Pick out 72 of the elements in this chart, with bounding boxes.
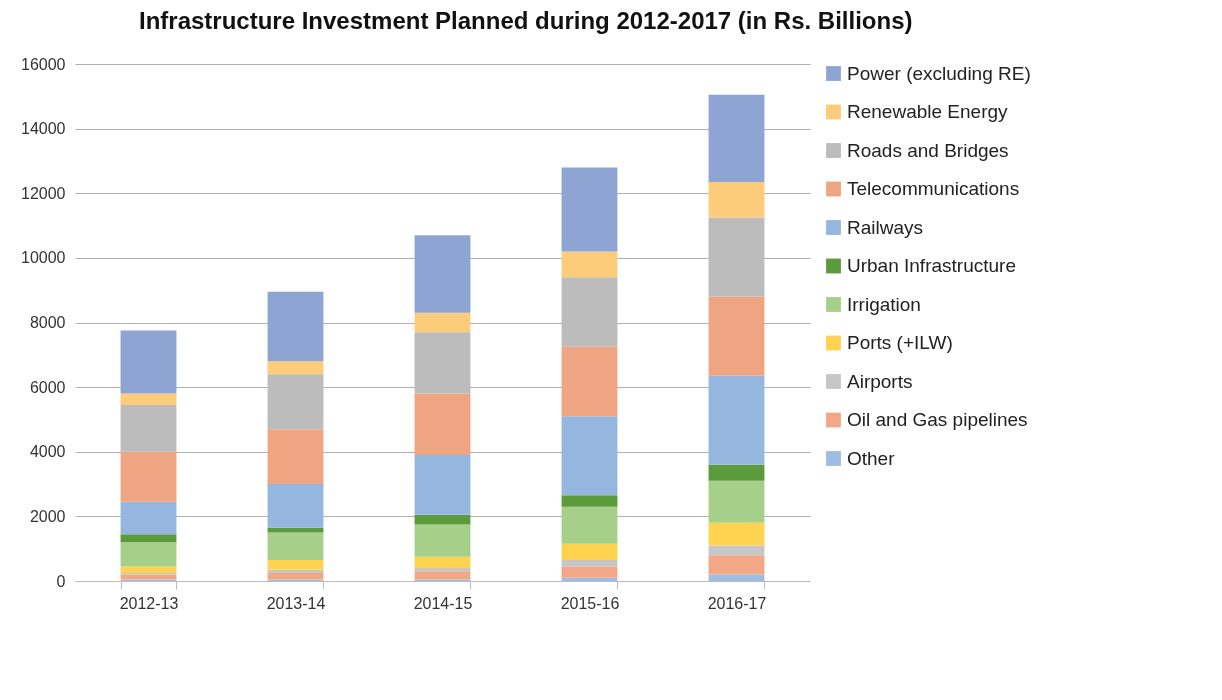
y-tick-label: 12000 <box>21 184 66 202</box>
bar <box>708 574 765 581</box>
y-tick-label: 2000 <box>29 507 66 525</box>
legend-label: Power (excluding RE) <box>847 62 1031 84</box>
bar <box>120 393 177 405</box>
y-tick-label: 10000 <box>21 249 66 267</box>
bar <box>561 577 618 581</box>
legend-label: Other <box>847 447 896 469</box>
bar <box>561 566 618 578</box>
bar <box>708 181 765 218</box>
x-tick-label: 2012-13 <box>119 594 179 612</box>
bar <box>561 543 618 560</box>
x-tick-label: 2015-16 <box>560 594 620 612</box>
bar <box>561 346 618 417</box>
bar <box>267 569 324 573</box>
bar <box>414 235 471 313</box>
bar <box>414 556 471 569</box>
x-tick-label: 2013-14 <box>266 594 326 612</box>
bar <box>414 571 471 580</box>
legend-label: Roads and Bridges <box>847 139 1009 161</box>
bar <box>267 291 324 362</box>
bar <box>267 429 324 485</box>
x-tick-label: 2016-17 <box>707 594 767 612</box>
y-tick-label: 4000 <box>29 443 66 461</box>
bar <box>267 532 324 560</box>
bar <box>267 560 324 570</box>
bar <box>267 572 324 580</box>
legend-label: Telecommunications <box>847 178 1020 199</box>
legend-label: Railways <box>847 216 924 238</box>
bar <box>708 555 765 575</box>
bar <box>267 527 324 533</box>
bar <box>120 534 177 543</box>
bar <box>561 416 618 496</box>
bar <box>414 568 471 572</box>
bar <box>414 514 471 525</box>
bar <box>708 480 765 523</box>
bar <box>708 94 765 182</box>
bar <box>120 501 177 535</box>
y-tick-label: 8000 <box>29 314 66 331</box>
bar <box>708 375 765 465</box>
y-tick-label: 14000 <box>21 120 66 138</box>
bar <box>708 296 765 376</box>
bar <box>414 524 471 557</box>
bar <box>267 361 324 375</box>
y-tick-label: 6000 <box>29 378 66 396</box>
bar <box>561 560 618 567</box>
bar <box>708 464 765 481</box>
bar <box>414 454 471 515</box>
bar <box>120 330 177 394</box>
bar <box>120 566 177 573</box>
bar <box>414 393 471 455</box>
legend-label: Renewable Energy <box>847 101 1009 122</box>
x-tick-label: 2014-15 <box>413 594 473 612</box>
bar <box>708 522 765 546</box>
bar <box>561 506 618 544</box>
legend-label: Airports <box>847 370 913 392</box>
legend-label: Oil and Gas pipelines <box>847 409 1028 430</box>
chart-title: Infrastructure Investment Planned during 2012-2017 (in Rs. Billions) <box>138 7 913 34</box>
bar <box>561 495 618 507</box>
bar <box>120 404 177 452</box>
legend-label: Irrigation <box>847 293 921 315</box>
bar <box>267 484 324 528</box>
bar <box>120 542 177 567</box>
bar <box>708 545 765 556</box>
legend-label: Urban Infrastructure <box>847 255 1016 276</box>
bar <box>120 451 177 502</box>
bar <box>561 167 618 252</box>
y-tick-label: 0 <box>56 572 66 590</box>
bar <box>414 312 471 333</box>
bar <box>561 251 618 278</box>
y-tick-label: 16000 <box>21 55 66 73</box>
legend-label: Ports (+ILW) <box>847 332 953 353</box>
